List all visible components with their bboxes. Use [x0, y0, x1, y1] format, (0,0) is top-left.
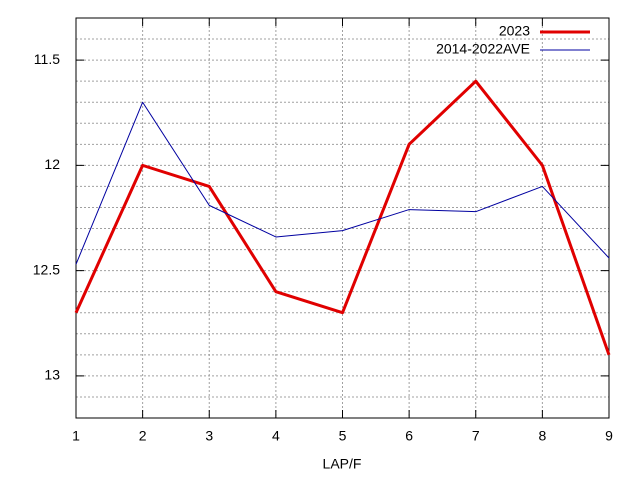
- x-tick-label: 1: [72, 428, 80, 444]
- x-tick-label: 8: [538, 428, 546, 444]
- x-tick-label: 4: [272, 428, 280, 444]
- x-tick-label: 5: [339, 428, 347, 444]
- y-tick-label: 11.5: [34, 51, 60, 67]
- x-tick-label: 2: [139, 428, 147, 444]
- y-tick-label: 12.5: [33, 261, 60, 277]
- x-tick-label: 7: [472, 428, 480, 444]
- x-tick-label: 9: [605, 428, 613, 444]
- series-line: [75, 101, 610, 265]
- plot-frame: [75, 17, 610, 419]
- y-tick-label: 12: [44, 156, 60, 172]
- x-tick-label: 6: [405, 428, 413, 444]
- y-tick-label: 13: [44, 367, 60, 383]
- series-line: [74, 79, 611, 356]
- x-axis-label: LAP/F: [323, 456, 362, 472]
- legend-label: 2023: [499, 23, 530, 39]
- legend-label: 2014-2022AVE: [436, 41, 530, 57]
- x-tick-label: 3: [205, 428, 213, 444]
